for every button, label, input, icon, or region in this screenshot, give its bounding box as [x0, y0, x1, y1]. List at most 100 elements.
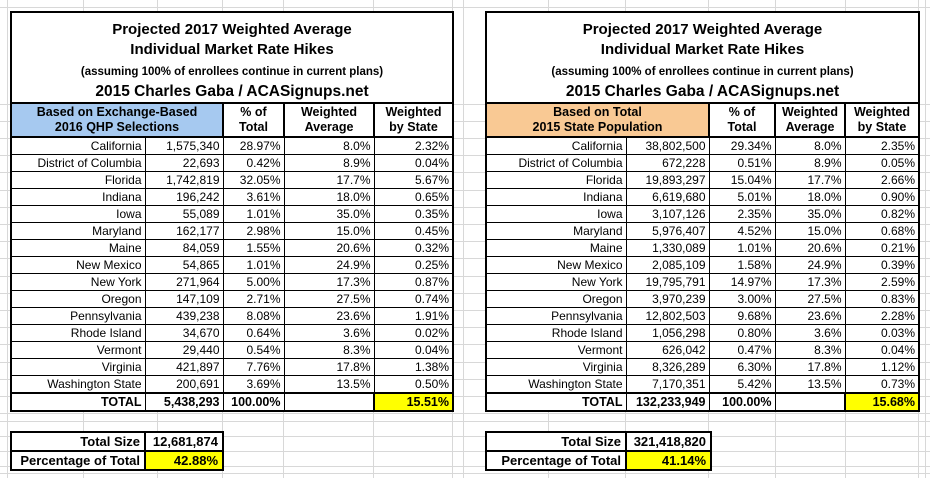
cell-weighted-by-state[interactable]: 0.25% [373, 256, 454, 274]
cell-count[interactable]: 271,964 [144, 273, 224, 291]
cell-pct-of-total[interactable]: 0.80% [708, 324, 776, 342]
cell-weighted-average[interactable]: 17.3% [774, 273, 846, 291]
cell-weighted-by-state[interactable]: 0.21% [844, 239, 920, 257]
cell-count[interactable]: 200,691 [144, 375, 224, 394]
cell-weighted-by-state[interactable]: 0.83% [844, 290, 920, 308]
cell-weighted-by-state[interactable]: 0.45% [373, 222, 454, 240]
cell-pct-of-total[interactable]: 1.58% [708, 256, 776, 274]
cell-state[interactable]: California [10, 136, 146, 155]
cell-weighted-by-state[interactable]: 2.28% [844, 307, 920, 325]
cell-count[interactable]: 626,042 [625, 341, 710, 359]
cell-weighted-by-state[interactable]: 0.04% [373, 154, 454, 172]
cell-weighted-average[interactable]: 8.9% [283, 154, 375, 172]
cell-weighted-by-state[interactable]: 2.35% [844, 136, 920, 155]
total-size-value[interactable]: 12,681,874 [144, 431, 224, 452]
cell-pct-of-total[interactable]: 7.76% [222, 358, 285, 376]
cell-count[interactable]: 7,170,351 [625, 375, 710, 394]
cell-state[interactable]: Rhode Island [10, 324, 146, 342]
cell-count[interactable]: 29,440 [144, 341, 224, 359]
cell-pct-of-total[interactable]: 9.68% [708, 307, 776, 325]
cell-pct-of-total[interactable]: 29.34% [708, 136, 776, 155]
cell-weighted-by-state[interactable]: 1.12% [844, 358, 920, 376]
cell-weighted-by-state[interactable]: 2.66% [844, 171, 920, 189]
cell-count[interactable]: 439,238 [144, 307, 224, 325]
cell-state[interactable]: California [485, 136, 627, 155]
cell-pct-of-total[interactable]: 2.35% [708, 205, 776, 223]
cell-weighted-average[interactable]: 27.5% [283, 290, 375, 308]
cell-state[interactable]: Rhode Island [485, 324, 627, 342]
cell-state[interactable]: New Mexico [485, 256, 627, 274]
cell-count[interactable]: 6,619,680 [625, 188, 710, 206]
cell-state[interactable]: Pennsylvania [485, 307, 627, 325]
cell-state[interactable]: Washington State [485, 375, 627, 394]
cell-pct-of-total[interactable]: 28.97% [222, 136, 285, 155]
total-weighted-by-state-cell[interactable]: 15.68% [844, 392, 920, 412]
cell-state[interactable]: Virginia [485, 358, 627, 376]
cell-count[interactable]: 54,865 [144, 256, 224, 274]
cell-weighted-by-state[interactable]: 1.91% [373, 307, 454, 325]
cell-state[interactable]: Iowa [10, 205, 146, 223]
cell-pct-of-total[interactable]: 3.69% [222, 375, 285, 394]
cell-weighted-by-state[interactable]: 0.65% [373, 188, 454, 206]
cell-weighted-by-state[interactable]: 0.82% [844, 205, 920, 223]
cell-pct-of-total[interactable]: 5.42% [708, 375, 776, 394]
total-pct-cell[interactable]: 100.00% [708, 392, 776, 412]
cell-weighted-average[interactable]: 8.0% [774, 136, 846, 155]
cell-count[interactable]: 147,109 [144, 290, 224, 308]
cell-weighted-by-state[interactable]: 0.03% [844, 324, 920, 342]
cell-weighted-average[interactable]: 3.6% [774, 324, 846, 342]
cell-weighted-average[interactable]: 13.5% [774, 375, 846, 394]
cell-pct-of-total[interactable]: 0.47% [708, 341, 776, 359]
cell-count[interactable]: 672,228 [625, 154, 710, 172]
cell-state[interactable]: Virginia [10, 358, 146, 376]
cell-state[interactable]: Iowa [485, 205, 627, 223]
cell-weighted-average[interactable]: 17.8% [283, 358, 375, 376]
cell-weighted-by-state[interactable]: 0.02% [373, 324, 454, 342]
cell-count[interactable]: 1,056,298 [625, 324, 710, 342]
cell-weighted-average[interactable]: 24.9% [283, 256, 375, 274]
cell-state[interactable]: Pennsylvania [10, 307, 146, 325]
total-weighted-by-state-cell[interactable]: 15.51% [373, 392, 454, 412]
cell-pct-of-total[interactable]: 3.61% [222, 188, 285, 206]
cell-state[interactable]: Florida [10, 171, 146, 189]
cell-pct-of-total[interactable]: 14.97% [708, 273, 776, 291]
cell-count[interactable]: 19,893,297 [625, 171, 710, 189]
cell-pct-of-total[interactable]: 0.51% [708, 154, 776, 172]
cell-pct-of-total[interactable]: 1.55% [222, 239, 285, 257]
cell-pct-of-total[interactable]: 5.01% [708, 188, 776, 206]
cell-state[interactable]: Maryland [10, 222, 146, 240]
cell-count[interactable]: 3,107,126 [625, 205, 710, 223]
total-count-cell[interactable]: 5,438,293 [144, 392, 224, 412]
cell-weighted-by-state[interactable]: 0.68% [844, 222, 920, 240]
cell-weighted-average[interactable]: 15.0% [283, 222, 375, 240]
cell-state[interactable]: New York [485, 273, 627, 291]
cell-state[interactable]: Maine [10, 239, 146, 257]
cell-weighted-average[interactable]: 20.6% [774, 239, 846, 257]
cell-count[interactable]: 8,326,289 [625, 358, 710, 376]
cell-state[interactable]: District of Columbia [10, 154, 146, 172]
cell-count[interactable]: 1,742,819 [144, 171, 224, 189]
cell-weighted-average[interactable]: 18.0% [283, 188, 375, 206]
total-label-cell[interactable]: TOTAL [485, 392, 627, 412]
cell-pct-of-total[interactable]: 4.52% [708, 222, 776, 240]
cell-weighted-average[interactable]: 35.0% [774, 205, 846, 223]
cell-state[interactable]: Indiana [10, 188, 146, 206]
percentage-of-total-value[interactable]: 41.14% [625, 450, 712, 471]
cell-weighted-average[interactable]: 18.0% [774, 188, 846, 206]
cell-weighted-by-state[interactable]: 0.32% [373, 239, 454, 257]
cell-state[interactable]: Oregon [10, 290, 146, 308]
cell-weighted-by-state[interactable]: 0.35% [373, 205, 454, 223]
cell-weighted-average[interactable]: 8.3% [774, 341, 846, 359]
cell-weighted-average[interactable]: 13.5% [283, 375, 375, 394]
cell-pct-of-total[interactable]: 0.64% [222, 324, 285, 342]
cell-weighted-by-state[interactable]: 0.05% [844, 154, 920, 172]
cell-count[interactable]: 2,085,109 [625, 256, 710, 274]
cell-pct-of-total[interactable]: 32.05% [222, 171, 285, 189]
cell-weighted-average[interactable]: 8.9% [774, 154, 846, 172]
cell-weighted-by-state[interactable]: 0.39% [844, 256, 920, 274]
cell-count[interactable]: 34,670 [144, 324, 224, 342]
cell-weighted-by-state[interactable]: 2.32% [373, 136, 454, 155]
cell-weighted-average[interactable]: 8.3% [283, 341, 375, 359]
cell-pct-of-total[interactable]: 5.00% [222, 273, 285, 291]
cell-pct-of-total[interactable]: 1.01% [222, 256, 285, 274]
